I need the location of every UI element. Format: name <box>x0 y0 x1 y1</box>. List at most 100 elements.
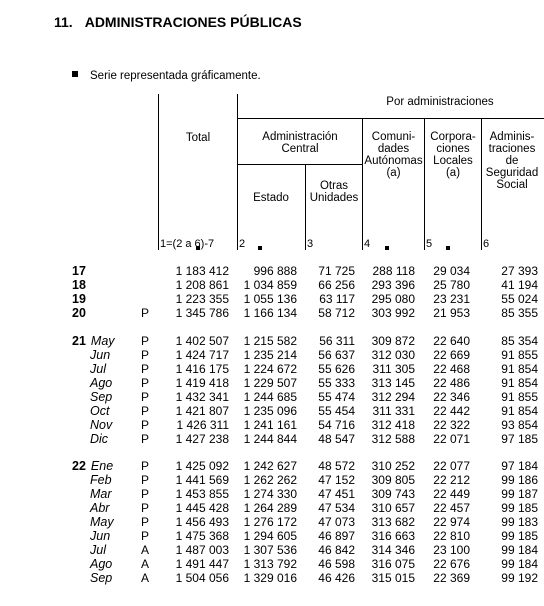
header-central: Administración Central <box>262 131 338 155</box>
row-status-flag: P <box>141 473 150 487</box>
table-cell: 22 810 <box>433 529 470 543</box>
row-status-flag: P <box>141 362 150 376</box>
table-cell: 1 487 003 <box>175 543 229 557</box>
table-cell: 1 453 855 <box>175 487 229 501</box>
table-cell: 1 426 311 <box>176 418 230 432</box>
row-label: 22 Ene <box>72 459 113 473</box>
table-cell: 1 345 786 <box>175 306 229 320</box>
row-status-flag: A <box>141 557 150 571</box>
table-cell: 91 854 <box>501 404 538 418</box>
table-cell: 22 322 <box>433 418 470 432</box>
header-group: Por administraciones <box>386 96 494 108</box>
table-cell: 99 185 <box>501 529 538 543</box>
table-cell: 295 080 <box>371 292 415 306</box>
row-month: Jun <box>90 348 111 362</box>
row-month: Jul <box>90 362 106 376</box>
row-status-flag: P <box>141 306 150 320</box>
table-cell: 1 034 859 <box>243 278 297 292</box>
table-cell: 22 676 <box>433 557 470 571</box>
table-cell: 309 872 <box>371 334 415 348</box>
table-cell: 1 441 569 <box>175 473 229 487</box>
table-cell: 1 475 368 <box>175 529 229 543</box>
row-status-flag: P <box>141 501 150 515</box>
table-cell: 314 346 <box>371 543 415 557</box>
column-number: 1=(2 a 6)-7 <box>160 238 215 250</box>
row-year: 21 <box>72 334 86 348</box>
row-label: Sep <box>90 390 112 404</box>
table-cell: 1 241 161 <box>243 418 297 432</box>
row-label: Sep <box>90 571 112 585</box>
table-cell: 996 888 <box>253 264 297 278</box>
table-cell: 316 075 <box>371 557 415 571</box>
row-month: May <box>90 515 114 529</box>
table-cell: 22 457 <box>433 501 470 515</box>
row-month: Abr <box>90 501 110 515</box>
square-bullet-icon <box>72 71 78 77</box>
row-month: Jul <box>90 543 106 557</box>
table-cell: 309 805 <box>371 473 415 487</box>
table-cell: 309 743 <box>371 487 415 501</box>
table-cell: 1 421 807 <box>175 404 229 418</box>
table-cell: 310 252 <box>371 459 415 473</box>
table-cell: 99 185 <box>501 501 538 515</box>
table-cell: 91 854 <box>501 362 538 376</box>
table-cell: 25 780 <box>433 278 470 292</box>
table-cell: 47 152 <box>318 473 355 487</box>
row-status-flag: P <box>141 432 150 446</box>
table-cell: 55 626 <box>318 362 355 376</box>
table-cell: 66 256 <box>318 278 355 292</box>
divider <box>362 118 363 250</box>
row-month: May <box>90 334 115 348</box>
table-cell: 1 223 355 <box>175 292 229 306</box>
table-cell: 91 855 <box>501 390 538 404</box>
table-cell: 1 456 493 <box>175 515 229 529</box>
row-label: 20 <box>72 306 86 320</box>
row-month: Ago <box>90 376 113 390</box>
divider <box>237 164 362 165</box>
table-cell: 71 725 <box>318 264 355 278</box>
series-marker-icon <box>446 246 450 250</box>
table-cell: 1 504 056 <box>175 571 229 585</box>
table-cell: 1 235 214 <box>243 348 297 362</box>
row-label: 17 <box>72 264 86 278</box>
row-status-flag: P <box>141 334 150 348</box>
table-cell: 27 393 <box>501 264 538 278</box>
table-cell: 56 311 <box>319 334 355 348</box>
table-cell: 293 396 <box>371 278 415 292</box>
table-cell: 48 572 <box>318 459 355 473</box>
header-estado: Estado <box>253 192 289 204</box>
table-cell: 41 194 <box>501 278 538 292</box>
row-month: Dic <box>90 432 109 446</box>
header-corp: Corpora- ciones Locales (a) <box>430 131 476 179</box>
row-label: Ago <box>90 376 112 390</box>
table-cell: 23 100 <box>433 543 470 557</box>
table-cell: 1 183 412 <box>175 264 229 278</box>
header-ccaa: Comuni- dades Autónomas (a) <box>364 131 423 179</box>
table-cell: 97 185 <box>501 432 538 446</box>
table-cell: 1 235 096 <box>243 404 297 418</box>
table-cell: 1 427 238 <box>175 432 229 446</box>
row-status-flag: A <box>141 543 150 557</box>
table-cell: 46 598 <box>318 557 355 571</box>
table-cell: 1 313 792 <box>243 557 297 571</box>
table-cell: 288 118 <box>372 264 416 278</box>
row-label: Oct <box>90 404 109 418</box>
table-cell: 85 354 <box>501 334 538 348</box>
row-month: Ago <box>90 557 113 571</box>
table-cell: 22 468 <box>433 362 470 376</box>
row-status-flag: P <box>141 515 150 529</box>
table-cell: 313 682 <box>371 515 415 529</box>
row-label: Dic <box>90 432 108 446</box>
row-label: Jun <box>90 348 110 362</box>
table-cell: 55 024 <box>501 292 538 306</box>
table-cell: 310 657 <box>371 501 415 515</box>
table-cell: 1 307 536 <box>243 543 297 557</box>
divider <box>481 118 482 250</box>
table-cell: 22 071 <box>433 432 470 446</box>
page-title: 11. ADMINISTRACIONES PÚBLICAS <box>54 14 302 30</box>
table-cell: 48 547 <box>318 432 355 446</box>
table-cell: 1 276 172 <box>243 515 297 529</box>
row-month: Ene <box>90 459 114 473</box>
column-number: 5 <box>426 238 433 250</box>
table-cell: 99 184 <box>501 543 538 557</box>
